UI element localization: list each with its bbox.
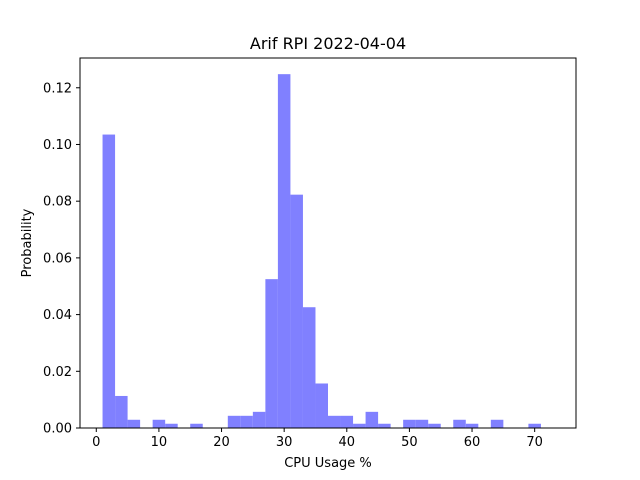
- histogram-bar: [302, 307, 316, 428]
- y-tick-label: 0.02: [43, 365, 72, 380]
- histogram-bar: [190, 423, 203, 428]
- histogram-bar: [490, 419, 504, 428]
- histogram-bar: [127, 419, 141, 428]
- x-axis-label: CPU Usage %: [284, 456, 372, 471]
- x-tick-label: 10: [151, 435, 168, 450]
- y-tick-label: 0.08: [43, 195, 72, 210]
- histogram-bar: [453, 419, 466, 428]
- x-tick-label: 30: [276, 435, 293, 450]
- bars-group: [102, 74, 541, 428]
- y-axis-label: Probability: [20, 208, 35, 277]
- x-tick-label: 20: [213, 435, 230, 450]
- histogram-bar: [290, 194, 303, 428]
- histogram-bar: [165, 423, 178, 428]
- x-tick-label: 0: [92, 435, 100, 450]
- histogram-bar: [353, 423, 366, 428]
- y-tick-label: 0.04: [43, 308, 72, 323]
- histogram-bar: [365, 411, 379, 428]
- histogram-bar: [378, 423, 391, 428]
- histogram-bar: [340, 415, 354, 428]
- histogram-bar: [277, 74, 291, 428]
- histogram-bar: [152, 419, 166, 428]
- y-tick-label: 0.06: [43, 251, 72, 266]
- histogram-bar: [115, 395, 128, 428]
- histogram-bar: [415, 419, 429, 428]
- y-tick-label: 0.10: [43, 138, 72, 153]
- x-tick-label: 40: [339, 435, 356, 450]
- x-tick-label: 70: [526, 435, 543, 450]
- y-tick-label: 0.00: [43, 422, 72, 437]
- histogram-bar: [265, 279, 278, 428]
- plot-area-frame: [79, 57, 577, 429]
- histogram-bar: [240, 415, 253, 428]
- histogram-bar: [528, 423, 541, 428]
- histogram-bar: [252, 411, 266, 428]
- histogram-bar: [227, 415, 241, 428]
- histogram-bar: [403, 419, 416, 428]
- x-tick-label: 60: [464, 435, 481, 450]
- y-tick-label: 0.12: [43, 81, 72, 96]
- x-tick-label: 50: [401, 435, 418, 450]
- histogram-bar: [315, 383, 328, 428]
- y-axis-ticks: 0.00 0.02 0.04 0.06 0.08 0.10 0.12: [43, 81, 80, 437]
- histogram-bar: [102, 134, 116, 428]
- chart-title: Arif RPI 2022-04-04: [250, 34, 406, 53]
- histogram-bar: [428, 423, 441, 428]
- x-axis-ticks: 0 10 20 30 40 50 60 70: [92, 428, 543, 450]
- histogram-bar: [328, 415, 341, 428]
- histogram-bar: [465, 423, 479, 428]
